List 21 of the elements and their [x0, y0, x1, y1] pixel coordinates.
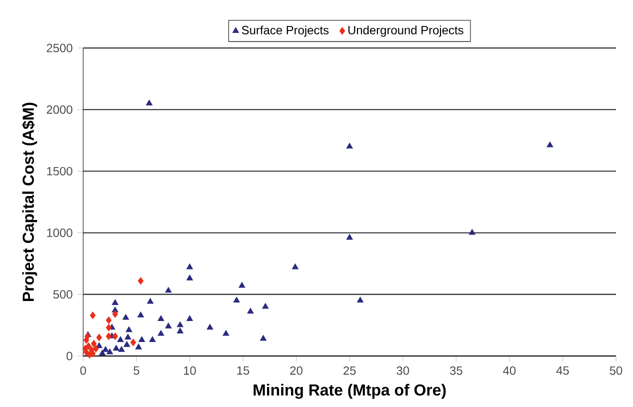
y-tick-label: 500 — [53, 290, 72, 299]
x-tick-label: 0 — [80, 366, 86, 375]
x-tick-label: 45 — [556, 366, 569, 375]
x-tick-label: 25 — [344, 366, 356, 375]
x-tick-label: 15 — [237, 366, 250, 375]
legend-label: Surface Projects — [242, 26, 329, 37]
legend-label: Underground Projects — [348, 26, 464, 37]
y-tick-label: 2500 — [46, 44, 72, 52]
y-tick-label: 1500 — [47, 166, 72, 176]
y-axis-title: Project Capital Cost (A$M) — [22, 102, 38, 301]
x-axis-title: Mining Rate (Mtpa of Ore) — [254, 384, 446, 399]
y-tick-label: 0 — [66, 352, 72, 360]
y-tick-label: 2000 — [46, 105, 72, 114]
x-tick-label: 20 — [290, 366, 302, 375]
x-tick-label: 50 — [610, 366, 622, 375]
x-tick-label: 40 — [503, 366, 516, 375]
x-tick-label: 35 — [450, 366, 462, 375]
x-tick-label: 10 — [184, 366, 196, 375]
x-tick-label: 30 — [396, 366, 410, 375]
x-tick-label: 5 — [134, 366, 140, 375]
y-tick-label: 1000 — [47, 228, 72, 238]
